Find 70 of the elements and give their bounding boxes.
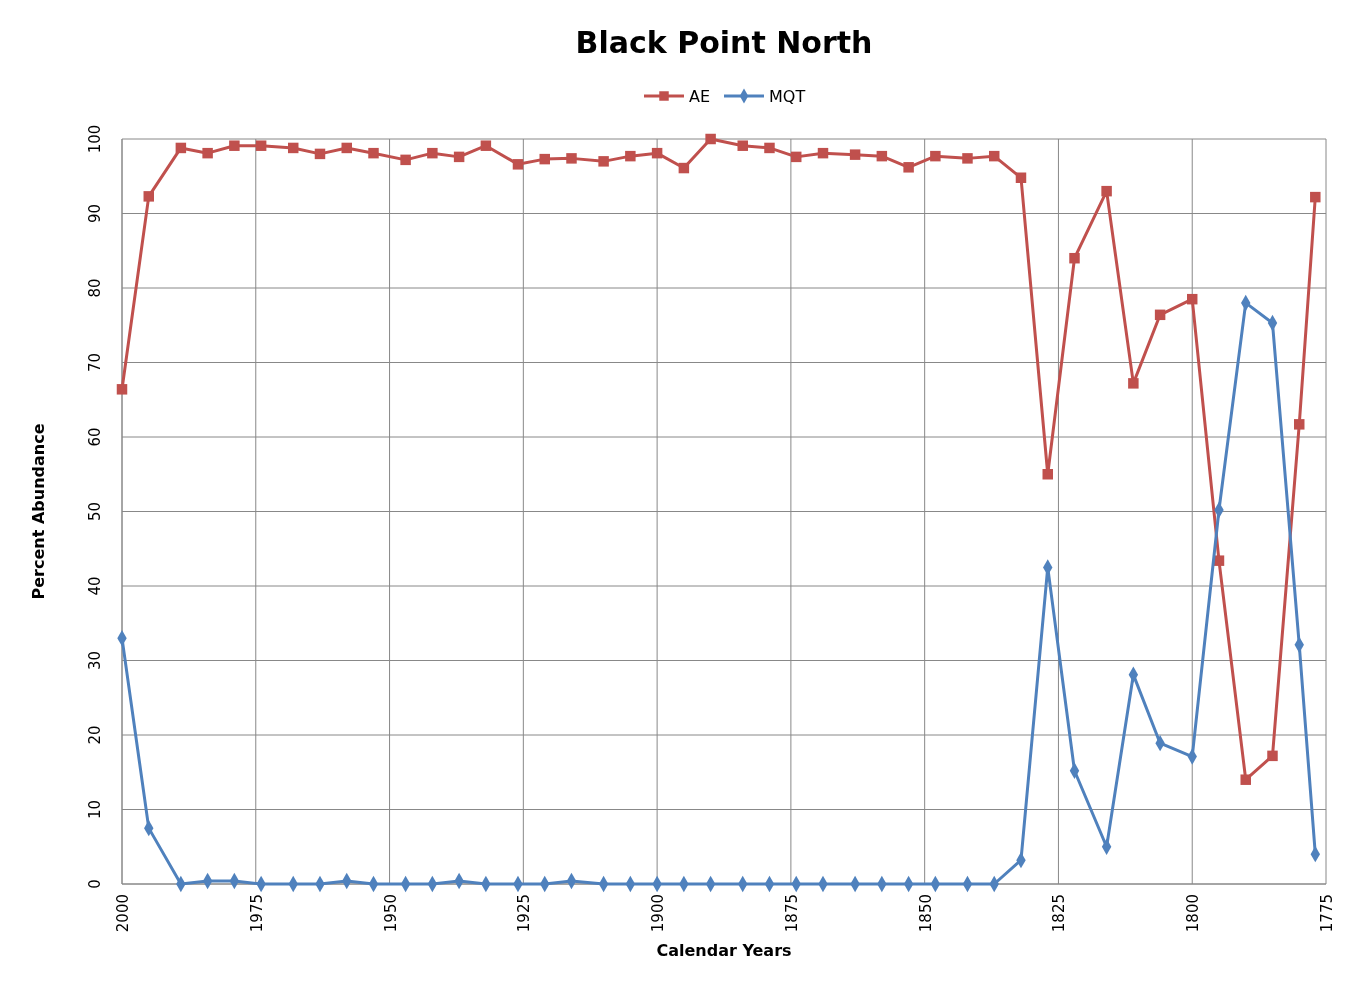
point — [1267, 750, 1278, 762]
y-axis-title: Percent Abundance — [29, 423, 48, 600]
point — [314, 148, 326, 160]
x-tick-label: 1850 — [916, 894, 935, 933]
x-tick-label: 1875 — [782, 894, 801, 933]
point — [598, 156, 609, 167]
y-tick-label: 70 — [86, 352, 104, 373]
x-tick-label: 2000 — [114, 894, 132, 933]
x-tick-label: 1925 — [515, 894, 534, 933]
point — [1128, 378, 1139, 389]
point — [817, 147, 829, 159]
point — [400, 154, 411, 166]
y-tick-label: 100 — [86, 124, 104, 154]
point — [287, 142, 299, 154]
x-tick-label: 1975 — [247, 894, 266, 933]
point — [764, 142, 775, 154]
point — [791, 151, 802, 163]
y-tick-label: 10 — [86, 799, 104, 820]
point — [737, 140, 748, 151]
point — [876, 150, 888, 162]
y-tick-label: 80 — [86, 278, 104, 298]
y-tick-label: 20 — [86, 725, 104, 745]
x-tick-label: 1825 — [1050, 894, 1069, 933]
point — [625, 150, 636, 162]
point — [1240, 774, 1251, 785]
point — [1186, 293, 1198, 305]
point — [1294, 419, 1305, 430]
legend-label: MQT — [769, 87, 806, 106]
point — [341, 142, 352, 154]
point — [678, 162, 690, 174]
point — [849, 149, 861, 160]
point — [1101, 185, 1112, 197]
x-tick-label: 1900 — [649, 894, 668, 933]
x-tick-label: 1775 — [1318, 894, 1336, 933]
point — [1069, 252, 1080, 264]
point — [988, 150, 1000, 162]
point — [143, 191, 154, 202]
point — [255, 140, 267, 151]
point — [229, 140, 240, 151]
point — [1042, 469, 1053, 480]
point — [1154, 309, 1166, 321]
point — [962, 153, 973, 164]
y-tick-label: 60 — [86, 427, 104, 447]
x-tick-label: 1800 — [1184, 894, 1203, 933]
point — [705, 133, 716, 145]
point — [1015, 172, 1027, 183]
point — [116, 384, 128, 395]
point — [175, 142, 187, 154]
point — [1213, 555, 1225, 566]
y-tick-label: 90 — [86, 203, 104, 224]
point — [512, 159, 524, 170]
y-tick-label: 40 — [86, 576, 104, 596]
x-tick-label: 1950 — [381, 894, 400, 933]
point — [453, 151, 465, 163]
point — [368, 147, 379, 159]
point — [651, 147, 663, 159]
x-axis-title: Calendar Years — [656, 941, 792, 960]
point — [480, 140, 492, 151]
y-tick-label: 30 — [86, 650, 104, 671]
point — [566, 153, 577, 164]
y-tick-label: 50 — [86, 501, 104, 522]
point — [539, 153, 550, 165]
point — [427, 147, 438, 159]
point — [1310, 191, 1321, 203]
y-tick-label: 0 — [86, 879, 104, 889]
point — [202, 147, 213, 159]
point — [903, 162, 914, 173]
point — [930, 150, 941, 162]
legend-label: AE — [689, 87, 711, 106]
chart-title: Black Point North — [575, 25, 873, 60]
